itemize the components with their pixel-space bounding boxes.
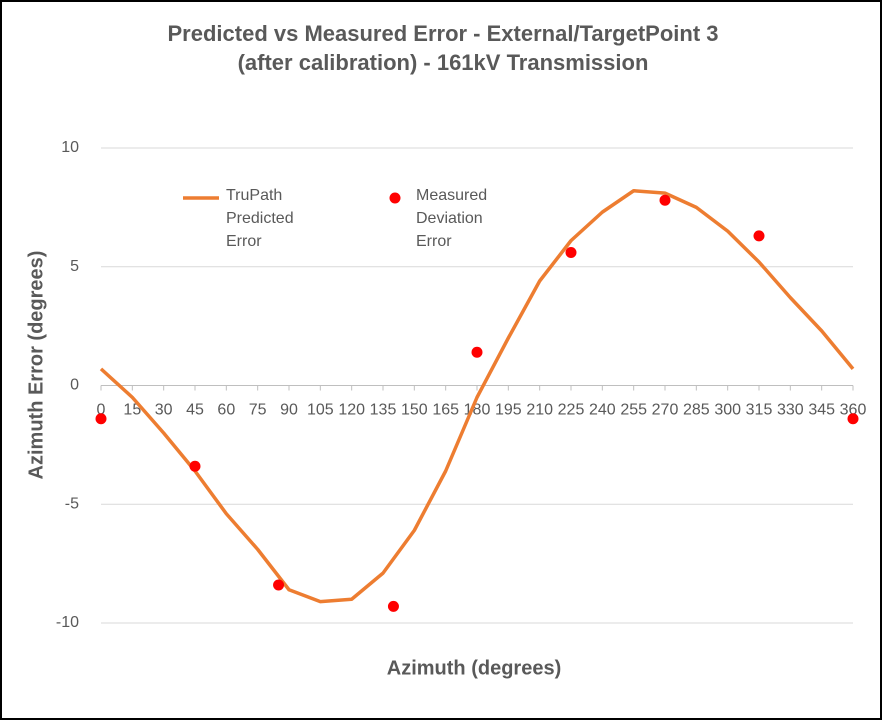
x-tick-label: 345: [808, 402, 835, 419]
measured-point: [565, 247, 577, 258]
measured-point: [95, 413, 107, 425]
measured-point: [471, 346, 483, 358]
x-tick-label: 120: [338, 402, 365, 419]
x-tick-label: 285: [683, 402, 710, 419]
x-tick-label: 360: [840, 402, 867, 419]
x-tick-label: 165: [432, 402, 459, 419]
chart-title: (after calibration) - 161kV Transmission: [238, 50, 649, 75]
x-tick-label: 270: [652, 402, 679, 419]
x-tick-label: 105: [307, 402, 334, 419]
x-tick-label: 300: [714, 402, 741, 419]
y-tick-label: 5: [70, 258, 79, 275]
x-axis-label: Azimuth (degrees): [387, 657, 561, 679]
legend-label: TruPath Predicted Error: [226, 187, 294, 250]
x-tick-label: 135: [370, 402, 397, 419]
chart-title: Predicted vs Measured Error - External/T…: [168, 21, 719, 46]
x-tick-label: 0: [97, 402, 106, 419]
measured-point: [387, 600, 399, 612]
x-tick-label: 15: [123, 402, 141, 419]
y-tick-label: -5: [65, 495, 79, 512]
legend-swatch: [389, 192, 401, 204]
legend-label: Measured Deviation Error: [416, 187, 488, 250]
measured-point: [659, 194, 671, 206]
x-tick-label: 330: [777, 402, 804, 419]
x-tick-label: 255: [620, 402, 647, 419]
x-tick-label: 240: [589, 402, 616, 419]
y-tick-label: 0: [70, 377, 79, 394]
x-tick-label: 60: [217, 402, 235, 419]
y-tick-label: -10: [56, 614, 79, 631]
x-tick-label: 210: [526, 402, 553, 419]
x-tick-label: 315: [746, 402, 773, 419]
measured-point: [847, 413, 859, 425]
x-tick-label: 90: [280, 402, 298, 419]
x-tick-label: 45: [186, 402, 204, 419]
measured-point: [273, 579, 285, 591]
x-tick-label: 225: [558, 402, 585, 419]
measured-point: [189, 460, 201, 472]
y-tick-label: 10: [61, 139, 79, 156]
x-tick-label: 195: [495, 402, 522, 419]
y-axis-label: Azimuth Error (degrees): [25, 251, 47, 480]
measured-point: [753, 230, 765, 242]
x-tick-label: 150: [401, 402, 428, 419]
x-tick-label: 30: [155, 402, 173, 419]
predicted-line: [99, 189, 855, 604]
x-tick-label: 75: [249, 402, 267, 419]
